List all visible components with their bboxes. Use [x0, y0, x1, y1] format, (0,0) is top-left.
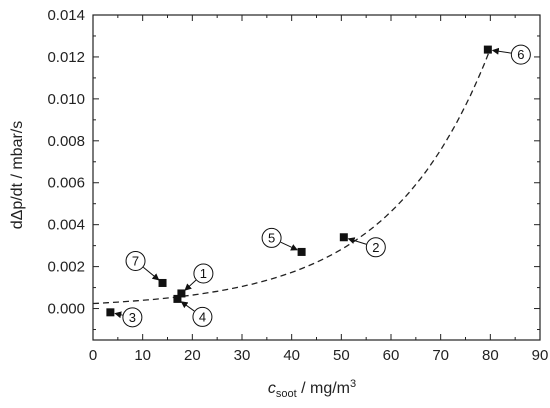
x-tick-label: 20	[184, 347, 201, 364]
y-tick-label: 0.004	[47, 217, 85, 234]
x-tick-label: 40	[283, 347, 300, 364]
data-point	[483, 45, 492, 54]
y-tick-label: 0.014	[47, 7, 85, 24]
data-point	[173, 294, 182, 303]
y-axis-label: dΔp/dt / mbar/s	[9, 121, 26, 230]
y-tick-label: 0.000	[47, 301, 85, 318]
annotation-label: 7	[132, 253, 139, 268]
x-tick-label: 70	[432, 347, 449, 364]
data-point	[339, 233, 348, 242]
annotation-circle	[122, 307, 143, 328]
y-tick-label: 0.008	[47, 133, 85, 150]
annotation-label: 5	[268, 230, 275, 245]
annotation-arrow	[347, 237, 367, 245]
y-tick-label: 0.010	[47, 91, 85, 108]
x-axis-label-main: c	[268, 380, 276, 397]
annotation-label: 1	[200, 266, 207, 281]
x-axis-label-sup: 3	[350, 378, 356, 390]
data-point	[177, 289, 186, 298]
x-tick-label: 50	[333, 347, 350, 364]
annotation-arrow	[114, 311, 123, 319]
annotation-circle	[261, 227, 282, 248]
data-point	[158, 278, 167, 287]
x-axis-label: csoot / mg/m3	[268, 378, 356, 400]
y-tick-label: 0.002	[47, 259, 85, 276]
x-tick-label: 30	[234, 347, 251, 364]
fit-curve	[92, 48, 491, 305]
x-tick-label: 60	[383, 347, 400, 364]
data-point	[297, 247, 306, 256]
annotation-label: 4	[199, 309, 206, 324]
plot-frame	[92, 14, 541, 341]
x-tick-label: 90	[532, 347, 549, 364]
annotation-circle	[125, 250, 146, 271]
data-point	[106, 308, 115, 317]
y-tick-label: 0.006	[47, 175, 85, 192]
annotation-label: 3	[129, 310, 136, 325]
annotation-arrow	[184, 279, 197, 291]
annotation-arrow	[491, 47, 512, 55]
plot-area: 0 10 20 30 40 50 60 70 80 90 0.000 0.002 0.004 0.006 0…	[47, 7, 548, 364]
x-tick-label: 0	[89, 347, 97, 364]
annotation-circle	[510, 44, 531, 65]
x-tick-label: 80	[482, 347, 499, 364]
x-tick-label: 10	[134, 347, 151, 364]
x-axis-label-sub: soot	[276, 388, 297, 400]
annotation-circle	[192, 306, 213, 327]
annotation-arrow	[180, 301, 195, 312]
annotation-arrow	[280, 241, 298, 251]
annotation-arrow	[142, 266, 160, 281]
annotation-label: 6	[517, 47, 524, 62]
annotation-circle	[193, 263, 214, 284]
x-axis-label-unit: / mg/m	[297, 380, 350, 397]
annotation-label: 2	[372, 240, 379, 255]
y-tick-label: 0.012	[47, 49, 85, 66]
annotation-circle	[365, 237, 386, 258]
